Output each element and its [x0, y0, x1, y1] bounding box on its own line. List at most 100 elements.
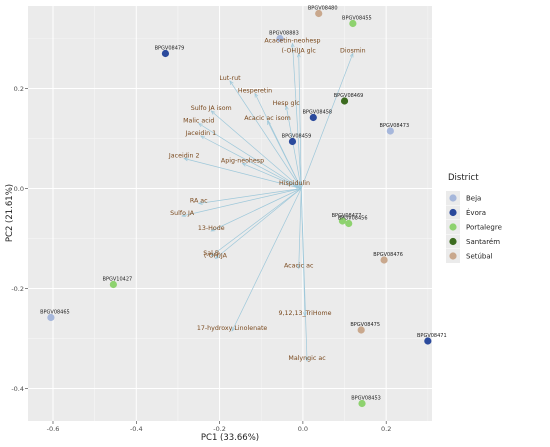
data-point — [358, 399, 366, 408]
variable-label: Jaceidin 2 — [168, 153, 200, 160]
legend-label: Setúbal — [466, 253, 493, 261]
loading-arrow — [242, 163, 302, 189]
legend-swatch — [449, 237, 457, 246]
arrow-head — [210, 227, 216, 232]
arrow-head — [210, 252, 216, 257]
variable-label: Acacetin-neohesp — [264, 38, 320, 45]
data-points — [47, 9, 432, 408]
variable-label: Acacic ac — [284, 263, 314, 270]
loading-arrow — [285, 105, 302, 189]
data-point — [338, 217, 347, 225]
variable-label: Hesp glc — [273, 100, 301, 107]
loading-arrow — [198, 123, 302, 189]
point-label: BPGV08480 — [308, 6, 338, 12]
loading-arrow — [298, 53, 302, 189]
point-label: BPGV08476 — [373, 252, 403, 258]
point-label: BPGV08459 — [282, 134, 312, 140]
loading-arrow — [215, 188, 302, 259]
x-tick-label: 0.0 — [298, 425, 308, 433]
legend-label: Beja — [466, 195, 481, 203]
data-point — [424, 337, 432, 345]
arrow-head — [290, 42, 295, 48]
variable-label: Jaceidin 1 — [185, 130, 217, 137]
point-label: BPGV08477 — [332, 213, 362, 219]
y-tick-label: 0.2 — [14, 85, 24, 93]
variable-label: Sal B — [203, 250, 219, 257]
variable-label: Malyngic ac — [288, 355, 326, 362]
x-axis-ticks: -0.6 -0.4 -0.2 0.0 0.2 — [47, 421, 391, 433]
point-label: BPGV08456 — [338, 216, 368, 222]
point-label: BPGV08469 — [334, 93, 364, 99]
data-point — [309, 113, 317, 122]
arrow-head — [183, 157, 189, 162]
loading-arrow — [294, 185, 302, 189]
loading-arrow — [298, 188, 302, 269]
arrow-head — [285, 105, 289, 110]
variable-label: Lut-rut — [219, 75, 241, 82]
y-tick-label: -0.2 — [11, 285, 24, 293]
loading-arrow — [211, 188, 302, 257]
loading-arrow — [300, 53, 354, 189]
variable-label: RA ac — [190, 198, 208, 205]
data-point — [315, 9, 323, 18]
variable-label: 13-Hode — [198, 225, 225, 232]
legend-label: Santarém — [466, 238, 500, 246]
variable-label: Sulfo JA isom — [191, 105, 232, 112]
point-label: BPGV08473 — [380, 123, 410, 129]
point-label: BPGV08455 — [342, 16, 372, 22]
arrow-head — [293, 185, 299, 190]
data-point — [161, 49, 170, 58]
point-label: BPGV10427 — [103, 277, 133, 283]
arrow-head — [210, 110, 216, 115]
legend-label: Portalegre — [466, 224, 502, 232]
arrow-head — [296, 52, 301, 58]
x-tick-label: -0.2 — [213, 425, 226, 433]
point-labels: BPGV08480 BPGV08455 BPGV08883 BPGV08479 BPGV… — [40, 6, 447, 402]
arrow-head — [200, 135, 205, 140]
point-label: BPGV08465 — [40, 310, 70, 316]
arrow-head — [229, 80, 234, 85]
loading-arrow — [182, 188, 302, 217]
data-point — [380, 256, 388, 264]
grid-lines — [28, 6, 432, 421]
arrow-head — [181, 213, 187, 218]
variable-label: Acacic ac isom — [244, 115, 291, 122]
data-point — [345, 219, 353, 228]
data-point — [47, 313, 55, 322]
legend: District Beja Évora Portalegre Santarém Setú… — [446, 173, 502, 263]
variable-label: 17-hydroxy Linolenate — [197, 325, 268, 332]
data-point — [357, 326, 365, 334]
variable-labels: Acacetin-neohesp (-OH)JA glc Diosmin Lut-ru… — [168, 38, 366, 363]
point-label: BPGV08458 — [302, 110, 332, 116]
arrow-head — [214, 254, 220, 260]
variable-label: Apig-neohesp — [221, 158, 264, 165]
loading-arrow — [184, 158, 302, 189]
loading-arrow — [292, 43, 302, 189]
loading-arrow — [200, 135, 302, 189]
arrow-head — [198, 123, 203, 127]
loading-arrow — [198, 188, 302, 204]
legend-title: District — [448, 173, 479, 183]
point-label: BPGV08471 — [417, 333, 447, 339]
data-point — [349, 19, 357, 28]
x-axis-title: PC1 (33.66%) — [201, 433, 259, 443]
legend-swatch — [449, 208, 457, 217]
x-tick-label: -0.6 — [47, 425, 60, 433]
loading-arrow — [211, 188, 302, 232]
y-tick-label: 0.0 — [14, 185, 24, 193]
arrow-head — [305, 357, 309, 362]
y-axis-ticks: -0.4 -0.2 0.0 0.2 — [11, 85, 28, 393]
variable-label: Sulfo JA — [170, 210, 195, 217]
arrow-head — [267, 120, 271, 126]
legend-swatch — [449, 223, 457, 231]
loading-arrow — [231, 188, 302, 332]
variable-label: 9,12,13_TriHome — [278, 310, 331, 317]
y-tick-label: -0.4 — [11, 385, 24, 393]
data-point — [288, 137, 297, 146]
legend-swatch — [449, 194, 457, 202]
loading-arrow — [229, 80, 302, 189]
variable-label: (-OH)JA — [204, 253, 228, 260]
point-label: BPGV08453 — [351, 396, 381, 402]
x-tick-label: -0.4 — [130, 425, 143, 433]
